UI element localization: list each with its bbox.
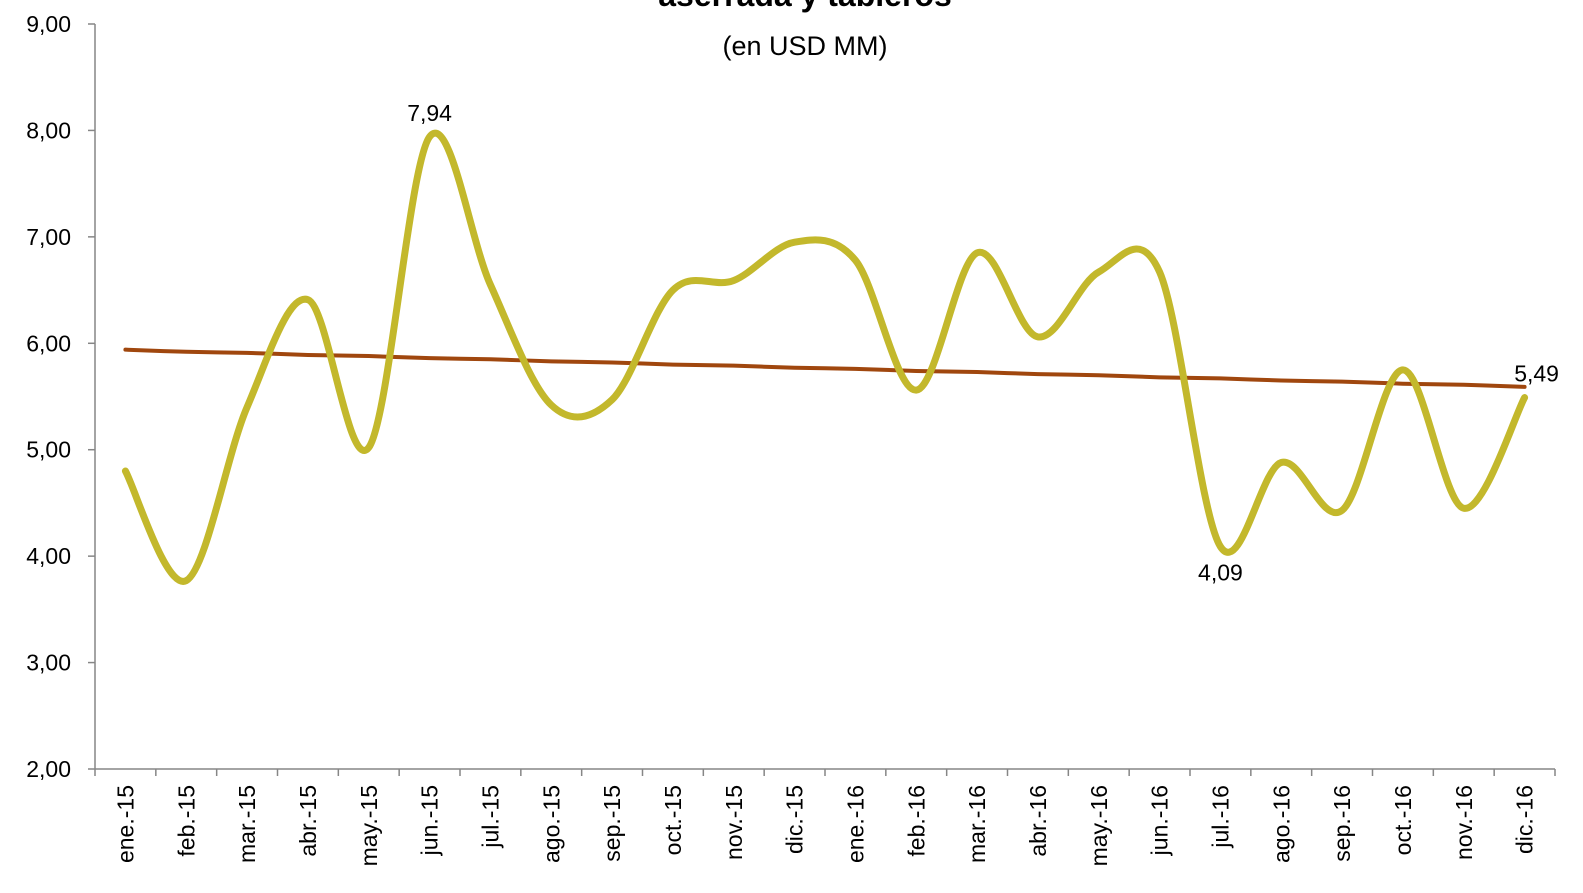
y-tick-label: 8,00: [26, 117, 71, 143]
x-tick-label: abr.-16: [1025, 785, 1051, 857]
x-tick-label: oct.-16: [1390, 785, 1416, 855]
x-tick-label: dic.-15: [782, 785, 808, 854]
data-label: 7,94: [407, 100, 452, 126]
x-tick-label: nov.-15: [721, 785, 747, 860]
line-series: [121, 129, 1529, 585]
x-tick-label: feb.-16: [903, 785, 929, 857]
x-tick-label: jun.-16: [1147, 785, 1173, 856]
y-tick-label: 9,00: [26, 11, 71, 37]
x-tick-label: ene.-16: [842, 785, 868, 863]
x-tick-label: ene.-15: [112, 785, 138, 863]
x-tick-label: jul.-15: [477, 785, 503, 849]
x-tick-label: feb.-15: [173, 785, 199, 857]
y-tick-label: 3,00: [26, 650, 71, 676]
y-tick-label: 7,00: [26, 224, 71, 250]
chart-subtitle: (en USD MM): [722, 31, 887, 61]
y-tick-label: 4,00: [26, 543, 71, 569]
x-tick-label: ago.-15: [538, 785, 564, 863]
y-tick-label: 5,00: [26, 437, 71, 463]
data-label: 4,09: [1198, 560, 1243, 586]
x-tick-label: mar.-15: [234, 785, 260, 863]
x-tick-label: may.-16: [1086, 785, 1112, 866]
x-tick-label: may.-15: [356, 785, 382, 866]
line-series: [123, 347, 1527, 389]
data-label: 5,49: [1514, 361, 1559, 387]
x-tick-label: nov.-16: [1451, 785, 1477, 860]
x-tick-label: ago.-16: [1268, 785, 1294, 863]
y-tick-label: 2,00: [26, 756, 71, 782]
x-tick-label: abr.-15: [295, 785, 321, 857]
y-tick-label: 6,00: [26, 330, 71, 356]
x-tick-label: sep.-16: [1329, 785, 1355, 862]
x-tick-label: mar.-16: [964, 785, 990, 863]
x-tick-label: jun.-15: [417, 785, 443, 856]
chart-title: aserrada y tableros: [658, 0, 952, 13]
x-tick-label: jul.-16: [1207, 785, 1233, 849]
x-tick-label: dic.-16: [1512, 785, 1538, 854]
x-tick-label: oct.-15: [660, 785, 686, 855]
x-tick-label: sep.-15: [599, 785, 625, 862]
